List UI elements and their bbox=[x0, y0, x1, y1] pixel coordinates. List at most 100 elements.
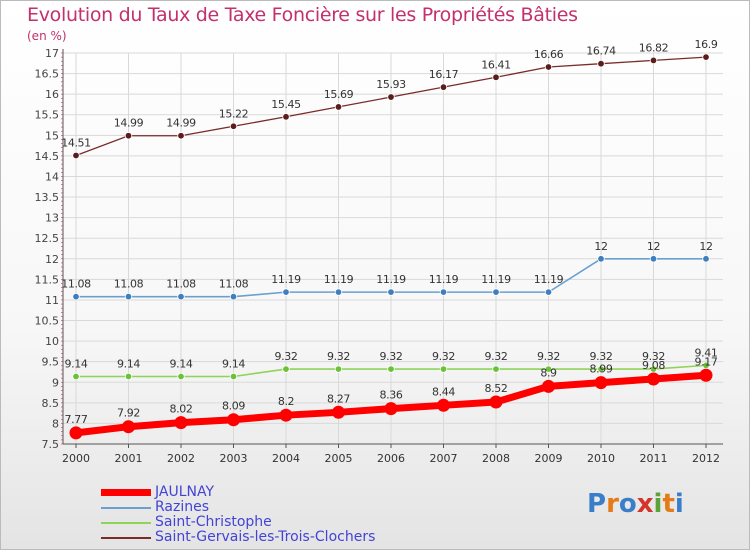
data-label: 9.32 bbox=[537, 350, 560, 363]
data-point bbox=[124, 132, 133, 140]
data-labels: 7.77 7.92 8.02 8.09 8.2 8.27 8.36 8.44 8.52 8.9 8.… bbox=[61, 38, 718, 426]
data-point bbox=[122, 420, 135, 434]
data-label: 7.77 bbox=[65, 413, 88, 426]
data-label: 11.19 bbox=[271, 273, 301, 286]
data-label: 11.19 bbox=[481, 273, 511, 286]
data-point bbox=[437, 398, 450, 412]
y-tick-label: 10 bbox=[45, 335, 59, 348]
y-tick-label: 12 bbox=[45, 253, 59, 266]
legend-item-jaulnay[interactable]: JAULNAY bbox=[101, 484, 421, 501]
y-tick-label: 9.5 bbox=[42, 356, 60, 369]
y-tick-label: 13.5 bbox=[35, 191, 60, 204]
data-label: 14.99 bbox=[166, 117, 196, 130]
data-label: 9.32 bbox=[327, 350, 350, 363]
data-point bbox=[177, 292, 185, 301]
data-label: 9.14 bbox=[117, 358, 140, 371]
data-label: 8.99 bbox=[590, 363, 613, 376]
data-point bbox=[649, 56, 658, 65]
x-tick-label: 2008 bbox=[482, 452, 510, 465]
x-tick-label: 2012 bbox=[692, 452, 720, 465]
x-tick-label: 2003 bbox=[220, 452, 248, 465]
data-label: 16.66 bbox=[534, 48, 564, 61]
data-point bbox=[177, 132, 185, 140]
data-label: 8.27 bbox=[327, 392, 350, 405]
data-label: 9.32 bbox=[485, 350, 508, 363]
data-label: 8.2 bbox=[278, 395, 294, 408]
legend-item-saint-christophe[interactable]: Saint-Christophe bbox=[101, 514, 421, 531]
proxiti-logo: Proxiti bbox=[587, 489, 684, 519]
data-point bbox=[387, 288, 395, 296]
data-point bbox=[227, 413, 240, 427]
x-tick-label: 2009 bbox=[535, 452, 563, 465]
data-point bbox=[492, 288, 500, 296]
data-point bbox=[647, 372, 660, 386]
data-label: 12 bbox=[699, 240, 712, 253]
data-label: 9.32 bbox=[590, 350, 613, 363]
data-label: 9.08 bbox=[642, 359, 665, 372]
y-tick-label: 14.5 bbox=[35, 150, 60, 163]
data-point bbox=[332, 405, 345, 419]
x-tick-label: 2006 bbox=[377, 452, 405, 465]
y-tick-label: 7.5 bbox=[42, 438, 60, 451]
data-point bbox=[229, 372, 238, 381]
data-point bbox=[282, 288, 290, 296]
data-point bbox=[72, 292, 80, 301]
data-label: 9.32 bbox=[642, 350, 665, 363]
x-tick-label: 2000 bbox=[62, 452, 90, 465]
data-point bbox=[439, 365, 448, 373]
x-tick-label: 2010 bbox=[587, 452, 615, 465]
data-label: 8.9 bbox=[540, 366, 557, 379]
data-label: 16.17 bbox=[429, 68, 459, 81]
legend-label-jaulnay: JAULNAY bbox=[155, 484, 215, 500]
data-label: 9.14 bbox=[170, 358, 193, 371]
legend-swatch-saint-gervais bbox=[101, 537, 151, 539]
data-label: 7.92 bbox=[117, 407, 140, 420]
data-point bbox=[229, 122, 238, 130]
data-point bbox=[72, 372, 80, 381]
data-point bbox=[544, 365, 553, 373]
y-tick-label: 16 bbox=[45, 88, 59, 101]
data-label: 11.08 bbox=[166, 278, 196, 291]
data-label: 9.32 bbox=[380, 350, 403, 363]
data-label: 16.41 bbox=[481, 58, 511, 71]
data-label: 9.17 bbox=[695, 355, 718, 368]
data-label: 15.93 bbox=[376, 78, 406, 91]
data-label: 15.22 bbox=[219, 107, 249, 120]
legend-swatch-razines bbox=[101, 507, 151, 509]
data-label: 16.82 bbox=[639, 41, 669, 54]
data-label: 9.41 bbox=[695, 346, 718, 359]
y-tick-label: 17 bbox=[45, 47, 59, 60]
data-point bbox=[597, 60, 605, 68]
data-label: 11.19 bbox=[376, 273, 406, 286]
axes: 7.5 8 8.5 9 9.5 10 10.5 11 11.5 12 12.5 13 13.5 14 14.… bbox=[35, 47, 723, 465]
data-label: 11.19 bbox=[324, 273, 354, 286]
data-point bbox=[72, 151, 80, 160]
y-tick-label: 9 bbox=[52, 376, 59, 389]
y-tick-label: 11.5 bbox=[35, 273, 60, 286]
data-point bbox=[282, 365, 290, 373]
data-point bbox=[594, 376, 608, 390]
data-point bbox=[334, 103, 343, 111]
data-label: 9.32 bbox=[432, 350, 455, 363]
x-tick-label: 2011 bbox=[640, 452, 668, 465]
data-label: 11.08 bbox=[61, 278, 91, 291]
x-tick-label: 2001 bbox=[115, 452, 143, 465]
series bbox=[69, 53, 713, 440]
data-point bbox=[334, 365, 343, 373]
legend-item-razines[interactable]: Razines bbox=[101, 499, 421, 516]
data-label: 12 bbox=[594, 240, 607, 253]
y-tick-label: 8 bbox=[52, 417, 59, 430]
data-label: 16.74 bbox=[586, 45, 616, 58]
data-label: 8.09 bbox=[222, 400, 245, 413]
data-point bbox=[384, 402, 398, 416]
x-tick-label: 2007 bbox=[430, 452, 458, 465]
data-point bbox=[649, 365, 658, 373]
data-point bbox=[387, 93, 395, 101]
data-point bbox=[282, 113, 290, 121]
x-tick-label: 2002 bbox=[167, 452, 195, 465]
data-point bbox=[702, 361, 710, 370]
y-tick-label: 15.5 bbox=[35, 109, 60, 122]
legend-item-saint-gervais[interactable]: Saint-Gervais-les-Trois-Clochers bbox=[101, 529, 421, 546]
x-tick-label: 2005 bbox=[325, 452, 353, 465]
